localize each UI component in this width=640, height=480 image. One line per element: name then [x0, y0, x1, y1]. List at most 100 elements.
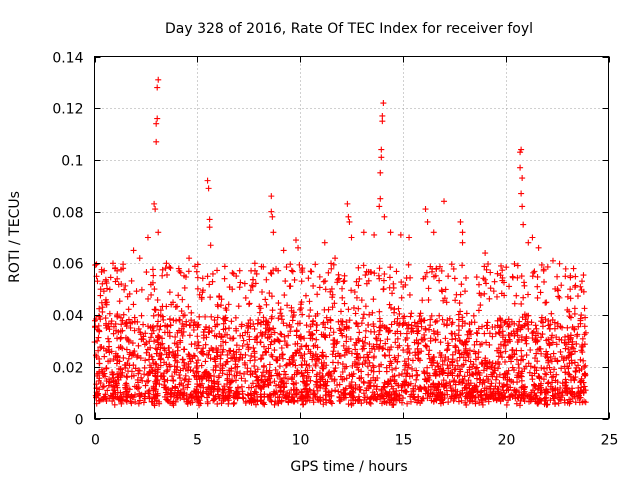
data-point [152, 373, 159, 380]
data-point [360, 262, 367, 269]
data-point [180, 365, 187, 372]
data-point [389, 290, 396, 297]
data-point [150, 312, 157, 319]
data-point [99, 384, 106, 391]
data-point [543, 337, 550, 344]
data-point [194, 333, 201, 340]
data-point [404, 349, 411, 356]
data-point [529, 273, 536, 280]
data-point [478, 388, 485, 395]
data-point [328, 260, 335, 267]
data-point [224, 381, 231, 388]
y-tick-label: 0.02 [52, 361, 83, 377]
data-point [275, 315, 282, 322]
data-point [270, 229, 277, 236]
data-point [406, 373, 413, 380]
data-point [144, 346, 151, 353]
data-point [205, 384, 212, 391]
data-point [141, 341, 148, 348]
data-point [498, 290, 505, 297]
data-point [268, 331, 275, 338]
data-point [103, 320, 110, 327]
data-point [534, 395, 541, 402]
data-point [327, 398, 334, 405]
data-point [247, 397, 254, 404]
data-point [266, 361, 273, 368]
data-point [193, 268, 200, 275]
data-point [214, 267, 221, 274]
data-point [571, 359, 578, 366]
data-point [288, 375, 295, 382]
data-point [407, 313, 414, 320]
data-point [466, 347, 473, 354]
data-point [152, 380, 159, 387]
data-point [348, 287, 355, 294]
data-point [129, 340, 136, 347]
data-point [260, 343, 267, 350]
data-point [421, 331, 428, 338]
data-point [546, 325, 553, 332]
data-point [263, 276, 270, 283]
data-point [293, 327, 300, 334]
data-point [229, 286, 236, 293]
data-point [312, 261, 319, 268]
data-point [394, 315, 401, 322]
data-point [555, 287, 562, 294]
data-point [515, 365, 522, 371]
data-point [120, 265, 127, 272]
data-point [470, 312, 477, 319]
data-point [150, 384, 157, 391]
data-point [341, 272, 348, 279]
data-point [155, 364, 162, 371]
data-point [392, 330, 399, 337]
data-point [192, 389, 199, 396]
data-point [250, 276, 257, 283]
data-point [154, 84, 161, 91]
data-point [323, 399, 330, 406]
data-point [114, 311, 121, 318]
data-point [512, 395, 519, 402]
y-tick-label: 0.06 [52, 257, 83, 273]
data-point [551, 366, 558, 373]
data-point [281, 333, 288, 340]
data-point [110, 323, 117, 330]
data-point [177, 269, 184, 276]
data-point [485, 377, 492, 384]
data-point [314, 371, 321, 378]
data-point [568, 351, 575, 358]
data-point [437, 389, 444, 396]
data-point [281, 374, 288, 381]
data-point [413, 367, 420, 374]
data-point [222, 339, 229, 346]
data-point [241, 359, 248, 366]
data-point [413, 376, 420, 383]
data-point [538, 364, 545, 371]
data-point [360, 229, 367, 236]
data-point [166, 315, 173, 322]
data-point [233, 342, 240, 349]
data-point [520, 221, 527, 228]
data-point [573, 340, 580, 347]
data-point [331, 337, 338, 344]
data-point [115, 329, 122, 336]
data-point [141, 371, 148, 378]
data-point [155, 76, 162, 83]
data-point [428, 312, 435, 319]
data-point [519, 175, 526, 182]
data-point [332, 255, 339, 262]
data-point [98, 266, 105, 273]
data-point [538, 261, 545, 268]
data-point [268, 270, 275, 277]
data-point [466, 372, 473, 379]
data-point [379, 112, 386, 119]
data-point [214, 400, 221, 407]
data-point [497, 349, 504, 356]
data-point [282, 278, 289, 285]
data-point [236, 346, 243, 353]
data-point [214, 314, 221, 321]
data-point [200, 384, 207, 391]
data-point [346, 372, 353, 379]
data-point [94, 370, 101, 377]
data-point [483, 391, 490, 398]
data-point [433, 397, 440, 404]
